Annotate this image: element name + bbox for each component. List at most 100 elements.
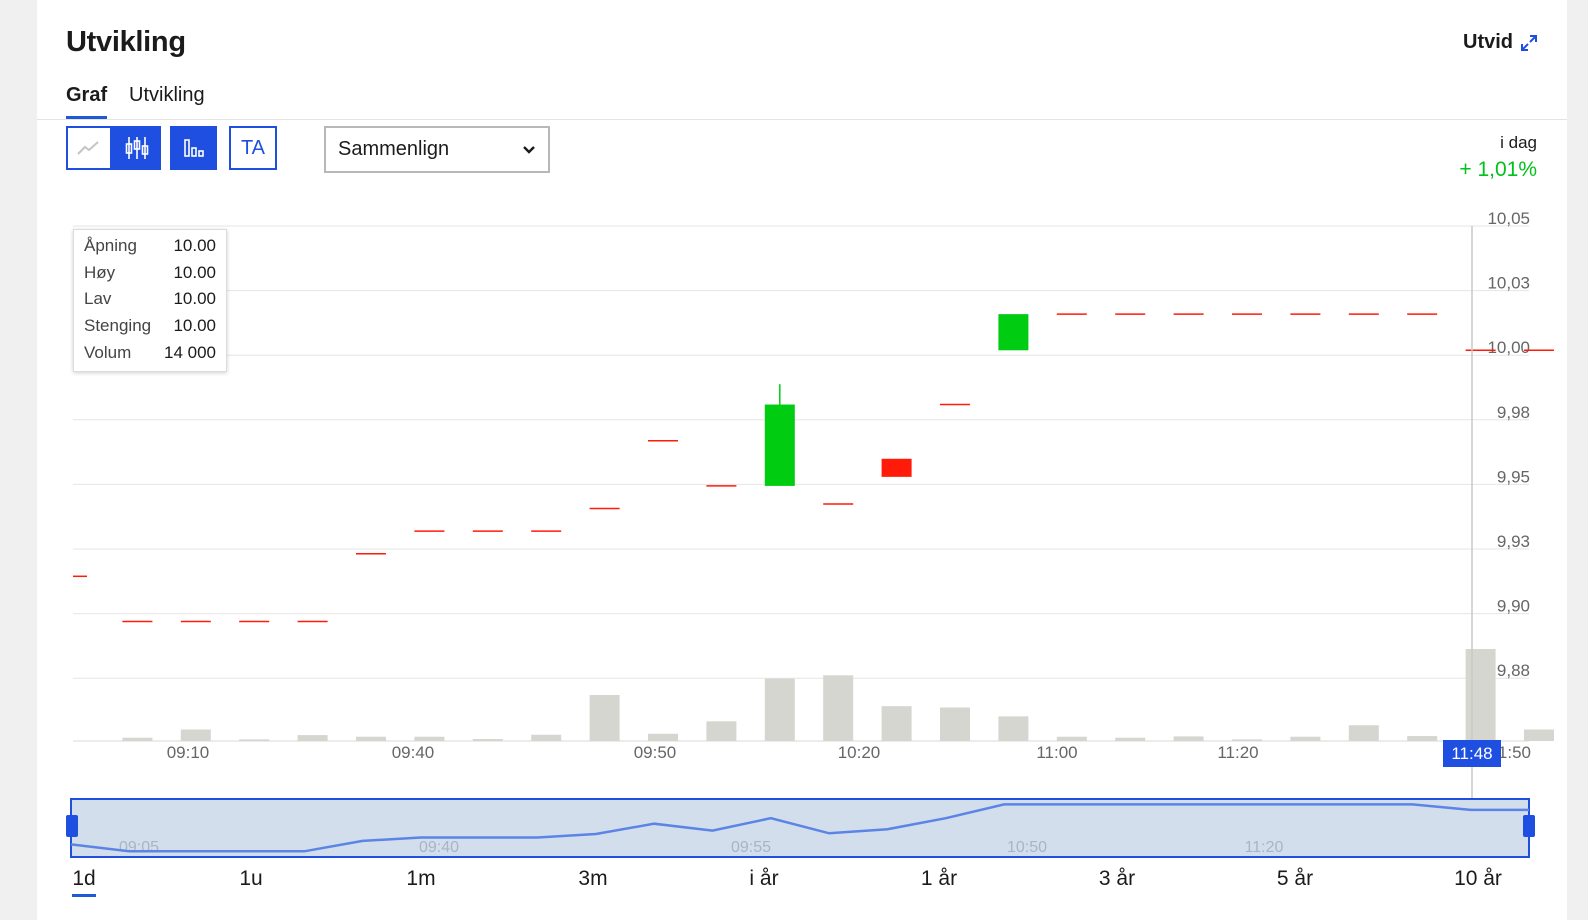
tab-utvikling[interactable]: Utvikling: [129, 84, 205, 106]
x-tick-label: 10:20: [838, 743, 881, 762]
volume-bar: [531, 734, 562, 741]
tab-graf[interactable]: Graf: [66, 84, 108, 119]
volume-bar: [1173, 736, 1204, 741]
navigator-handle-right[interactable]: [1523, 815, 1535, 837]
y-tick-label: 9,95: [1497, 467, 1530, 486]
navigator-tick-label: 11:20: [1245, 839, 1284, 856]
compare-select[interactable]: Sammenlign: [324, 126, 550, 173]
crosshair-time-label: 11:48: [1451, 744, 1492, 763]
volume-bar: [1348, 725, 1379, 741]
volume-bar: [1465, 649, 1496, 741]
y-tick-label: 10,05: [1487, 209, 1530, 228]
chart-panel: Utvikling Utvid Graf Utvikling TA S: [37, 0, 1567, 920]
y-tick-label: 10,03: [1487, 274, 1530, 293]
navigator-tick-label: 09:40: [419, 839, 459, 856]
volume-bar: [1056, 736, 1087, 741]
volume-bar: [1115, 737, 1146, 741]
tooltip-row: Høy 10.00: [84, 263, 216, 289]
crosshair-time-badge: [1443, 740, 1501, 767]
navigator-tick-label: 09:55: [731, 839, 771, 856]
candlestick-chart[interactable]: 10,05 10,03 10,00 9,98 9,95 9,93 9,90 9,88 09:10…: [37, 0, 1567, 920]
tooltip-row: Stenging 10.00: [84, 316, 216, 342]
range-7[interactable]: 3 år: [1098, 867, 1136, 890]
tooltip-label: Stenging: [84, 316, 152, 336]
range-8[interactable]: 5 år: [1276, 867, 1314, 890]
volume-icon: [183, 139, 204, 157]
volume-bar: [356, 736, 386, 741]
x-tick-label: 09:40: [392, 743, 435, 762]
volume-bar: [239, 739, 270, 741]
tooltip-value: 10.00: [173, 316, 216, 336]
volume-bar: [589, 695, 620, 741]
range-4[interactable]: 3m: [578, 867, 608, 890]
compare-label: Sammenlign: [338, 138, 450, 160]
x-tick-label: 11:20: [1217, 743, 1258, 762]
volume-bar: [706, 721, 737, 741]
tooltip-label: Volum: [84, 342, 132, 362]
tooltip-value: 10.00: [173, 289, 216, 309]
tabs-divider: [37, 119, 1567, 120]
volume-bar: [472, 739, 503, 741]
range-3[interactable]: 1m: [406, 867, 436, 890]
range-9[interactable]: 10 år: [1454, 867, 1502, 890]
line-chart-icon: [77, 141, 99, 155]
volume-bar: [1290, 736, 1321, 741]
candle-up: [764, 404, 795, 486]
tooltip-label: Lav: [84, 289, 112, 309]
x-tick-label: 11:00: [1036, 743, 1077, 762]
y-tick-label: 10,00: [1487, 338, 1530, 357]
range-5[interactable]: i år: [749, 867, 779, 890]
y-tick-label: 9,98: [1497, 403, 1530, 422]
candle-down: [881, 458, 912, 477]
y-tick-label: 9,90: [1497, 597, 1530, 616]
candlestick-icon: [125, 137, 148, 159]
range-6[interactable]: 1 år: [920, 867, 958, 890]
line-chart-button[interactable]: [66, 126, 112, 170]
navigator-tick-label: 09:05: [119, 839, 159, 856]
navigator-handle-left[interactable]: [66, 815, 78, 837]
expand-button[interactable]: Utvid: [1463, 31, 1539, 54]
chevron-down-icon: [523, 145, 535, 154]
volume-bar: [998, 716, 1029, 741]
volume-bar: [1407, 736, 1438, 741]
tooltip-row: Åpning 10.00: [84, 236, 216, 262]
volume-bar: [881, 706, 912, 741]
x-tick-label: 09:10: [167, 743, 210, 762]
page-title: Utvikling: [66, 26, 186, 58]
volume-bar: [940, 707, 970, 741]
period-change: + 1,01%: [1459, 158, 1537, 181]
volume-bar: [1232, 739, 1262, 741]
volume-bar: [648, 733, 678, 741]
tooltip-label: Åpning: [84, 236, 137, 255]
tooltip: Åpning 10.00 Høy 10.00 Lav 10.00 Stenging 10.00…: [73, 229, 227, 372]
candlestick-button[interactable]: [112, 126, 161, 170]
tooltip-value: 10.00: [173, 236, 216, 255]
tooltip-label: Høy: [84, 262, 116, 282]
expand-label: Utvid: [1463, 31, 1513, 53]
y-tick-label: 9,93: [1497, 532, 1530, 551]
tooltip-row: Volum 14 000: [84, 343, 216, 369]
tooltip-row: Lav 10.00: [84, 289, 216, 315]
x-tick-label: 09:50: [634, 743, 677, 762]
volume-bar: [764, 678, 795, 741]
tooltip-value: 14 000: [164, 342, 216, 362]
candle-up: [998, 314, 1029, 351]
range-2[interactable]: 1u: [239, 867, 263, 890]
volume-bar: [823, 675, 854, 741]
volume-button[interactable]: [170, 126, 217, 170]
volume-bar: [414, 736, 445, 741]
volume-bar: [122, 737, 153, 741]
volume-bar: [180, 729, 211, 741]
volume-bar: [297, 735, 328, 741]
expand-icon: [1521, 34, 1537, 51]
range-selected-indicator: [72, 894, 96, 897]
navigator-window[interactable]: [70, 798, 1530, 858]
navigator-tick-label: 10:50: [1007, 839, 1047, 856]
tooltip-value: 10.00: [173, 262, 216, 282]
y-tick-label: 9,88: [1497, 661, 1530, 680]
technical-analysis-button[interactable]: TA: [229, 126, 277, 170]
period-label: i dag: [1500, 133, 1537, 152]
navigator-line: [70, 803, 1529, 853]
range-1[interactable]: 1d: [72, 867, 96, 890]
volume-bar: [1524, 729, 1554, 741]
